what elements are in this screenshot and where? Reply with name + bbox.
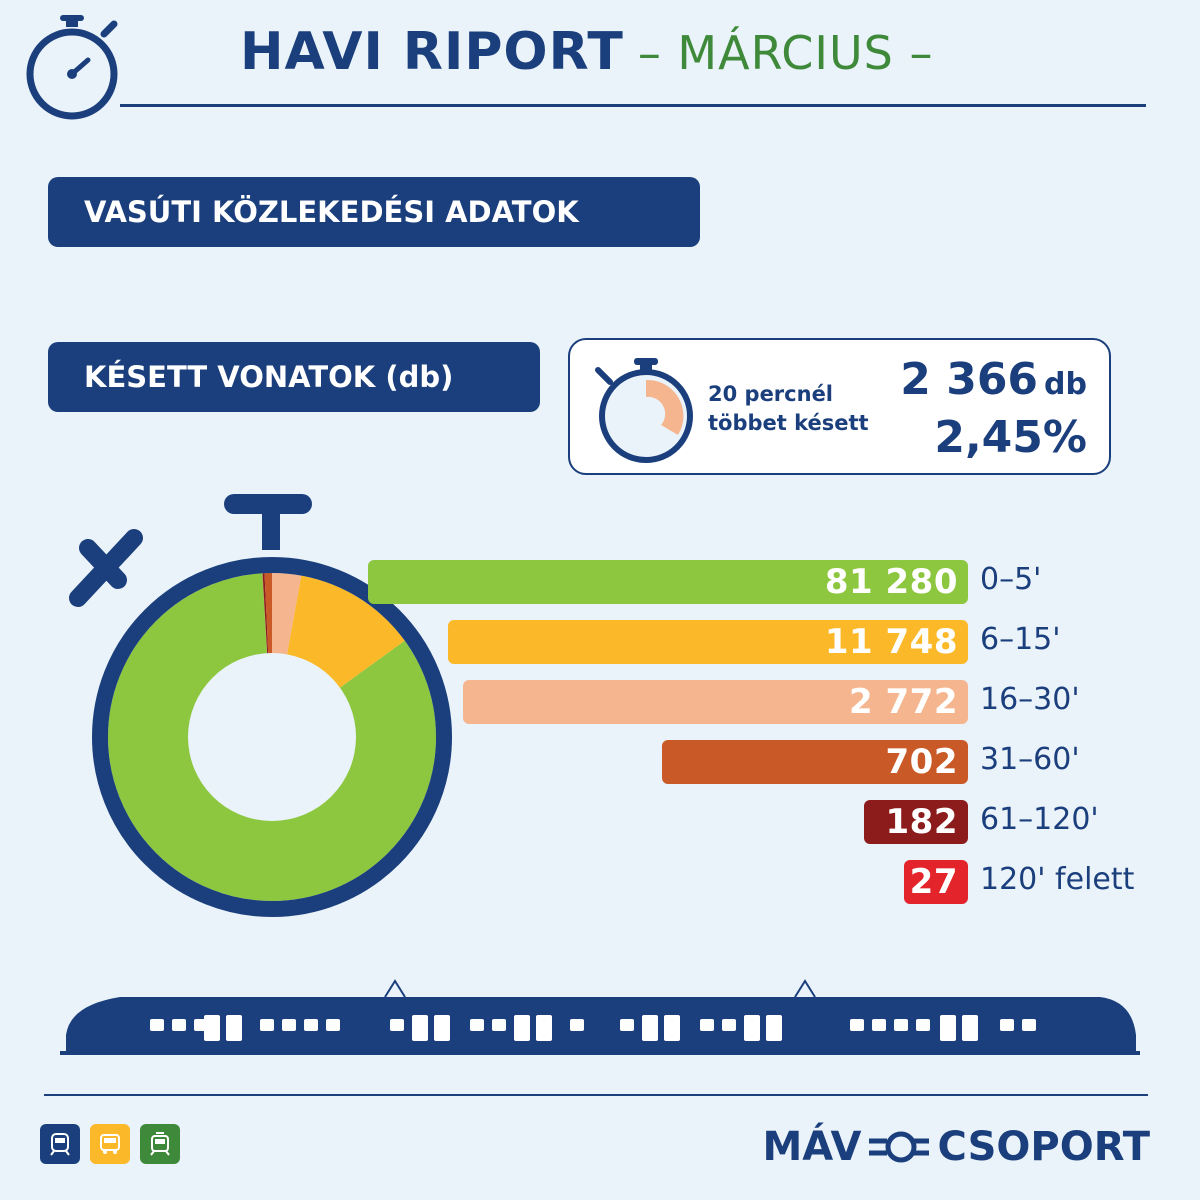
late-percent: 2,45% <box>934 412 1087 463</box>
train-illustration <box>60 979 1140 1055</box>
late-count-value: 2 366 <box>900 354 1039 405</box>
bar-value-label: 702 <box>885 742 958 782</box>
mini-stopwatch-icon <box>595 358 693 463</box>
bar: 11 748 <box>448 620 968 664</box>
late-label-line2: többet késett <box>708 411 869 435</box>
late-label-line1: 20 percnél <box>708 382 834 406</box>
bar-value-label: 2 772 <box>849 682 958 722</box>
bar: 81 280 <box>368 560 968 604</box>
section-title-text: VASÚTI KÖZLEKEDÉSI ADATOK <box>84 195 579 229</box>
bar-category-label: 120' felett <box>980 862 1135 897</box>
mav-logo: MÁV CSOPORT <box>762 1124 1150 1170</box>
section-title: VASÚTI KÖZLEKEDÉSI ADATOK <box>48 177 700 247</box>
bar: 2 772 <box>463 680 968 724</box>
stopwatch-donut <box>69 494 452 917</box>
bus-icon <box>90 1124 130 1164</box>
late-over-20-box: 20 percnél többet késett 2 366 db 2,45% <box>568 338 1111 475</box>
bar: 27 <box>904 860 968 904</box>
delay-chart: 81 280 0–5' 11 748 6–15' 2 772 16–30' 702 31–60… <box>0 480 1200 940</box>
header-divider <box>120 104 1146 107</box>
brand-left: MÁV <box>762 1124 862 1170</box>
bar-value-label: 27 <box>909 862 958 902</box>
bar-value-label: 11 748 <box>824 622 958 662</box>
report-month: – MÁRCIUS – <box>637 26 934 80</box>
brand-right: CSOPORT <box>937 1124 1150 1170</box>
train-icon <box>40 1124 80 1164</box>
transport-icons <box>40 1124 180 1164</box>
subsection-title: KÉSETT VONATOK (db) <box>48 342 540 412</box>
rail-logo-icon <box>869 1131 930 1163</box>
late-over-20-label: 20 percnél többet késett <box>708 380 869 438</box>
bar-value-label: 182 <box>885 802 958 842</box>
subsection-title-text: KÉSETT VONATOK (db) <box>84 360 454 394</box>
bar-value-label: 81 280 <box>824 562 958 602</box>
bar-category-label: 31–60' <box>980 742 1080 777</box>
bar-category-label: 16–30' <box>980 682 1080 717</box>
report-title: HAVI RIPORT <box>240 22 624 82</box>
bar-category-label: 6–15' <box>980 622 1061 657</box>
bar-category-label: 61–120' <box>980 802 1099 837</box>
bar: 702 <box>662 740 968 784</box>
bar: 182 <box>864 800 968 844</box>
page-title: HAVI RIPORT – MÁRCIUS – <box>240 22 933 92</box>
tram-icon <box>140 1124 180 1164</box>
late-count: 2 366 db <box>900 354 1087 405</box>
bar-category-label: 0–5' <box>980 562 1042 597</box>
late-count-unit: db <box>1044 367 1087 402</box>
stopwatch-icon <box>26 15 118 120</box>
footer-divider <box>44 1094 1148 1096</box>
